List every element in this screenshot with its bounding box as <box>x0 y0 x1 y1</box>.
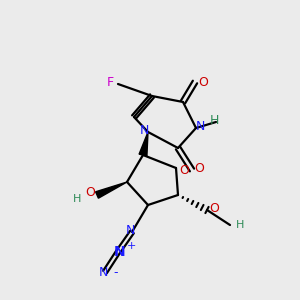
Text: N: N <box>114 245 126 259</box>
Text: O: O <box>194 163 204 176</box>
Text: F: F <box>106 76 114 89</box>
Polygon shape <box>139 132 148 156</box>
Polygon shape <box>96 182 127 198</box>
Text: +: + <box>126 241 136 251</box>
Text: O: O <box>85 187 95 200</box>
Text: -: - <box>114 266 118 280</box>
Text: O: O <box>209 202 219 214</box>
Text: N: N <box>125 224 135 236</box>
Text: O: O <box>198 76 208 89</box>
Text: H: H <box>209 113 219 127</box>
Text: H: H <box>236 220 244 230</box>
Text: O: O <box>179 164 189 176</box>
Text: N: N <box>195 119 205 133</box>
Text: N: N <box>98 266 108 280</box>
Text: N: N <box>139 124 149 136</box>
Text: H: H <box>73 194 81 204</box>
